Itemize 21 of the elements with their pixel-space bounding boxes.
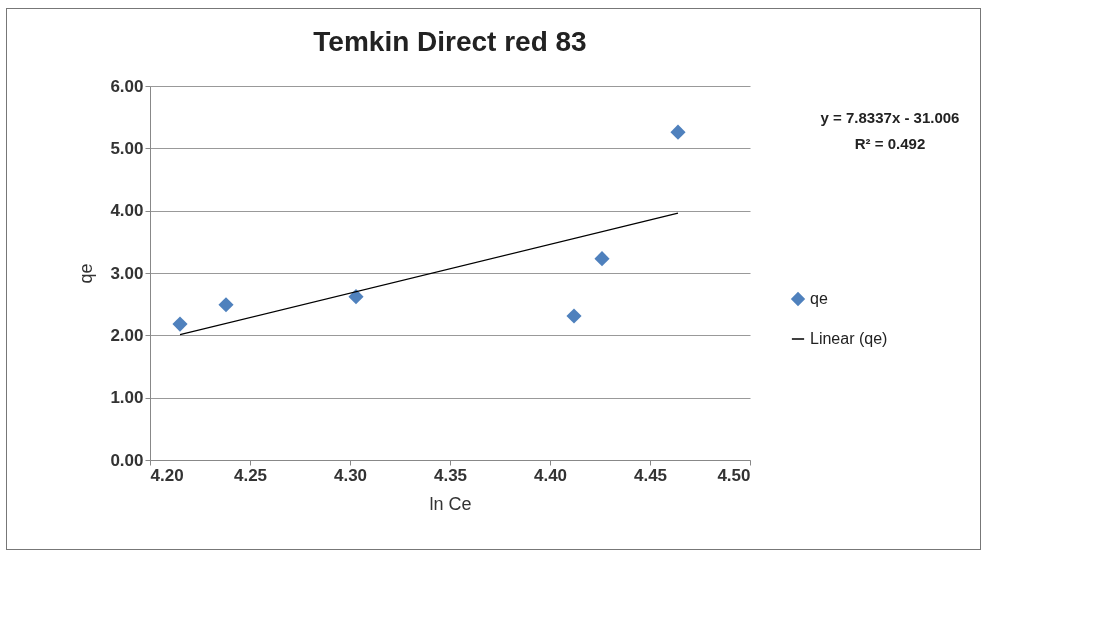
- legend-label: Linear (qe): [810, 330, 888, 347]
- text: y = 7.8337x - 31.006: [820, 109, 960, 126]
- y-tick-label: 1.00: [110, 388, 144, 408]
- x-tick-label: 4.20: [150, 465, 184, 485]
- y-tick-label: 4.00: [110, 201, 144, 221]
- x-tick-label: 4.45: [633, 465, 668, 485]
- x-tick-label: 4.35: [433, 465, 468, 485]
- y-axis-title: qe: [76, 263, 97, 284]
- y-tick-label: 6.00: [110, 76, 144, 96]
- y-tick-label: 0.00: [110, 450, 144, 470]
- x-tick-label: 4.40: [533, 465, 568, 485]
- x-tick-label: 4.25: [233, 465, 268, 485]
- text: R² = 0.492: [854, 135, 926, 152]
- legend-label: qe: [810, 290, 828, 307]
- x-axis-title: ln Ce: [429, 493, 472, 514]
- y-tick-label: 5.00: [110, 138, 144, 158]
- x-tick-label: 4.50: [717, 465, 751, 485]
- x-tick-label: 4.30: [333, 465, 368, 485]
- y-tick-label: 3.00: [110, 263, 144, 283]
- y-tick-label: 2.00: [110, 325, 144, 345]
- chart-title: Temkin Direct red 83: [313, 26, 587, 57]
